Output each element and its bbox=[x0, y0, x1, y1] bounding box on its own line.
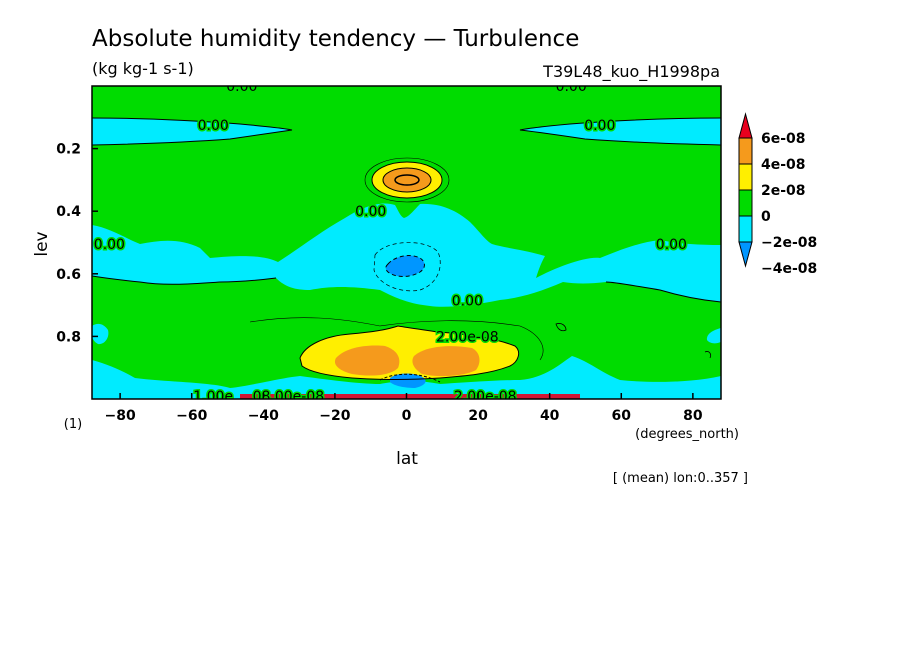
colorbar: 6e-08 4e-08 2e-08 0 −2e-08 −4e-08 bbox=[738, 112, 817, 277]
colorbar-label: 4e-08 bbox=[761, 157, 806, 173]
x-tick-label: 0 bbox=[402, 408, 412, 424]
contour-label: 0.00 bbox=[226, 79, 257, 95]
x-tick-label: 40 bbox=[540, 408, 560, 424]
contour-field: 0.00 0.00 0.00 0.00 0.00 0.00 0.00 0.00 2.00e-08… bbox=[92, 79, 721, 405]
contour-label: 2.00e-08 bbox=[454, 389, 517, 405]
y-axis-label: lev bbox=[32, 231, 52, 256]
chart-units: (kg kg-1 s-1) bbox=[92, 59, 194, 78]
field-pos-surface-strip bbox=[240, 394, 580, 399]
field-neg-upper-left bbox=[92, 118, 292, 145]
x-tick-label: 80 bbox=[683, 408, 703, 424]
colorbar-segment bbox=[738, 163, 753, 191]
y-tick-label: 0.4 bbox=[56, 204, 81, 220]
x-axis-label: lat bbox=[396, 449, 418, 469]
field-neg-strong-center bbox=[385, 255, 425, 277]
colorbar-segment bbox=[738, 189, 753, 217]
x-tick-label: −60 bbox=[176, 408, 207, 424]
field-neg-strong-surface bbox=[390, 373, 426, 388]
averaging-note: [ (mean) lon:0..357 ] bbox=[613, 471, 748, 486]
colorbar-label: 6e-08 bbox=[761, 131, 806, 147]
x-tick-label: 20 bbox=[468, 408, 488, 424]
colorbar-label: 2e-08 bbox=[761, 183, 806, 199]
colorbar-segment bbox=[738, 137, 753, 165]
contour-label: 0.00 bbox=[198, 118, 229, 134]
contour-labels: 0.00 0.00 0.00 0.00 0.00 0.00 0.00 0.00 2.00e-08… bbox=[92, 79, 688, 405]
contour-label: 1.00e bbox=[193, 389, 233, 405]
x-axis: −80 −60 −40 −20 0 20 40 60 80 bbox=[105, 393, 703, 424]
colorbar-cap-bottom bbox=[738, 241, 753, 268]
x-tick-label: 60 bbox=[612, 408, 632, 424]
field-neg-right-edge-lower bbox=[706, 328, 721, 344]
colorbar-label: −4e-08 bbox=[761, 261, 817, 277]
contour-lines bbox=[92, 117, 721, 383]
contour-label: 0.00 bbox=[452, 293, 483, 309]
field-neg-surface bbox=[92, 356, 721, 399]
contour-label: 2.00e-08 bbox=[436, 329, 499, 345]
contour-label: 0.00 bbox=[94, 237, 125, 253]
contour-label: 0.00 bbox=[656, 237, 687, 253]
chart-title: Absolute humidity tendency — Turbulence bbox=[92, 26, 579, 52]
field-pos-upper-core bbox=[394, 174, 420, 186]
colorbar-cap-top bbox=[738, 112, 753, 139]
field-neg-upper-right bbox=[520, 118, 721, 145]
y-tick-label: 0.8 bbox=[56, 329, 81, 345]
contour-label: 0.00 bbox=[556, 79, 587, 95]
contour-label: 0.00 bbox=[584, 118, 615, 134]
x-tick-label: −40 bbox=[248, 408, 279, 424]
field-neg-mid bbox=[92, 203, 721, 307]
field-pos-lower-orange-right bbox=[412, 346, 480, 377]
y-tick-label: 0.2 bbox=[56, 142, 81, 158]
colorbar-label: −2e-08 bbox=[761, 235, 817, 251]
y-tick-label: 0.6 bbox=[56, 267, 81, 283]
field-neg-left-edge-lower bbox=[92, 323, 109, 345]
x-tick-label: −20 bbox=[319, 408, 350, 424]
experiment-label: T39L48_kuo_H1998pa bbox=[542, 62, 720, 82]
x-tick-label: −80 bbox=[105, 408, 136, 424]
field-pos-upper-orange bbox=[383, 168, 431, 192]
colorbar-label: 0 bbox=[761, 209, 771, 225]
y-axis-units: (1) bbox=[64, 417, 82, 432]
colorbar-segment bbox=[738, 215, 753, 243]
y-axis: 0.2 0.4 0.6 0.8 bbox=[56, 142, 98, 345]
x-axis-units: (degrees_north) bbox=[635, 427, 739, 442]
contour-label: 0.00 bbox=[355, 204, 386, 220]
contour-label: 08.00e-08 bbox=[253, 389, 325, 405]
field-pos-lower-orange-left bbox=[334, 345, 400, 376]
